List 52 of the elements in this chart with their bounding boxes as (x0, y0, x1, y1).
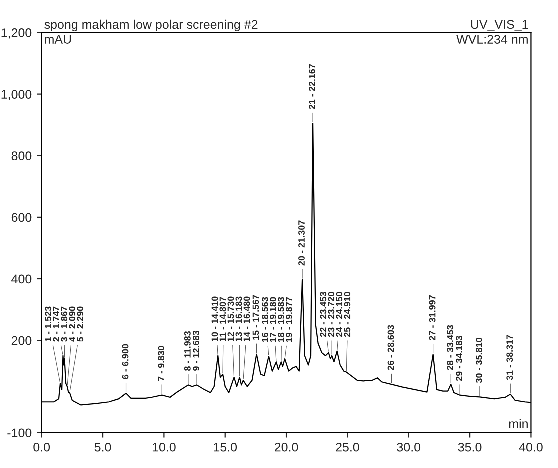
annotation: 15 - 17.567 (252, 295, 260, 340)
annotation: 19 - 19.877 (286, 297, 292, 342)
annotation: 26 - 28.603 (388, 325, 394, 370)
annotation: 13 - 16.183 (236, 296, 242, 342)
annotation: 16 - 18.563 (262, 297, 268, 342)
x-tick-label: 35.0 (458, 442, 482, 452)
x-tick-label: 0.0 (34, 442, 50, 452)
annotation: 25 - 24.910 (344, 292, 351, 338)
annotation: 30 - 35.810 (476, 338, 482, 384)
y-axis-title: mAU (45, 35, 72, 44)
annotation: 23 - 23.720 (328, 292, 335, 338)
annotation: 17 - 19.180 (270, 297, 276, 342)
annotation: 27 - 31.997 (429, 296, 436, 341)
x-axis-title: min (509, 419, 528, 428)
annotation: 29 - 34.183 (456, 336, 462, 382)
x-tick-label: 25.0 (336, 442, 360, 452)
y-tick-label: 1,000 (2, 90, 32, 100)
annotation: 11 - 14.807 (220, 297, 226, 342)
annotation: 2 - 1.747 (53, 306, 60, 342)
x-tick-label: 10.0 (152, 442, 176, 452)
annotation: 22 - 23.453 (320, 292, 327, 338)
x-tick-label: 40.0 (519, 442, 543, 452)
annotation: 4 - 2.090 (69, 306, 76, 342)
annotation: 9 - 12.683 (193, 330, 200, 371)
y-tick-label: 200 (12, 336, 32, 346)
annotation: 31 - 38.317 (506, 335, 514, 380)
text: UV_VIS_1 (471, 20, 528, 32)
annotation: 8 - 11.983 (184, 331, 191, 372)
annotation: 5 - 2.290 (77, 306, 84, 342)
annotation: 18 - 19.583 (278, 297, 284, 342)
y-tick-label: 1,200 (2, 28, 32, 39)
x-tick-label: 20.0 (275, 442, 298, 452)
annotation: 10 - 14.410 (212, 296, 218, 342)
y-tick-label: 400 (12, 274, 32, 284)
x-tick-label: 5.0 (94, 442, 112, 452)
annotation: 7 - 9.830 (158, 346, 165, 382)
y-tick-label: 800 (12, 152, 32, 161)
annotation: WVL:234 nm (456, 35, 528, 44)
annotation: 3 - 1.867 (61, 306, 68, 342)
annotation: 14 - 16.480 (244, 296, 250, 342)
annotation: 6 - 6.900 (122, 344, 129, 380)
annotation: 21 - 22.167 (309, 64, 316, 110)
annotation: 1 - 1.523 (45, 306, 52, 342)
y-tick-label: 600 (12, 213, 32, 222)
annotation: 28 - 33.453 (447, 325, 454, 370)
x-tick-label: 30.0 (397, 442, 421, 452)
chart-title: spong makham low polar screening #2 (44, 20, 258, 32)
y-tick-label: -100 (8, 428, 32, 438)
x-tick-label: 15.0 (214, 442, 238, 452)
annotation: 12 - 15.730 (228, 296, 234, 342)
annotation: 20 - 21.307 (298, 220, 305, 266)
annotation: 24 - 24.150 (336, 292, 343, 338)
